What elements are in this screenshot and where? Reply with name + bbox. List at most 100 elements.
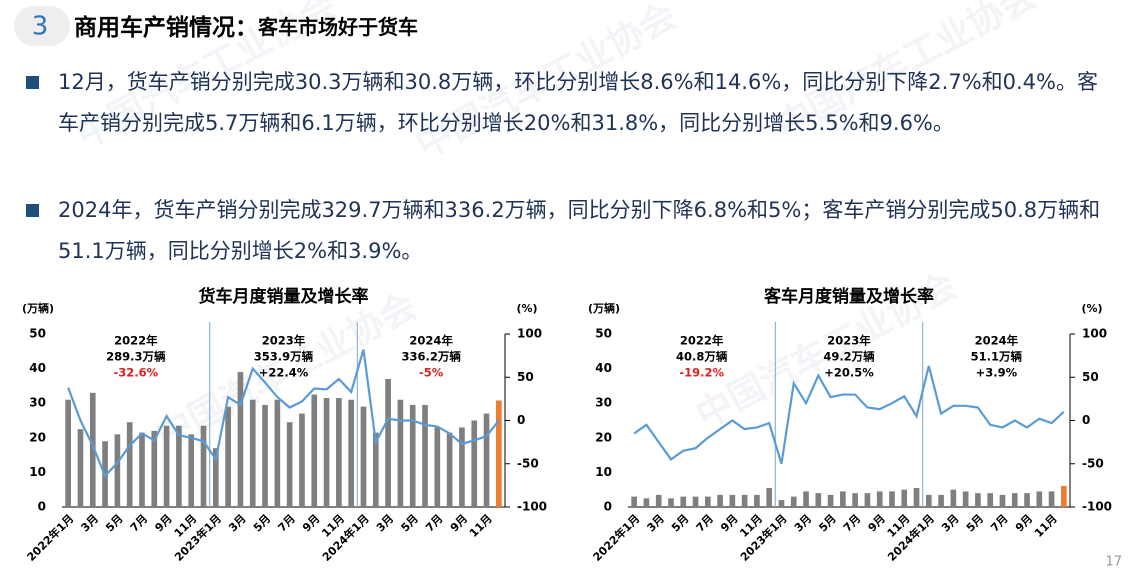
- y2-tick-label: 0: [1082, 413, 1090, 427]
- bar: [446, 432, 453, 507]
- annotation-total: 336.2万辆: [401, 350, 461, 364]
- y-tick-label: 20: [29, 430, 46, 444]
- bar: [741, 494, 748, 507]
- bar: [655, 494, 662, 507]
- bar: [975, 493, 981, 507]
- bar: [151, 430, 158, 507]
- section-number: 3: [32, 12, 49, 42]
- x-tick-label: 3月: [792, 512, 814, 534]
- bar: [385, 378, 391, 507]
- y-tick-label: 50: [595, 327, 612, 341]
- x-tick-label: 5月: [669, 512, 691, 534]
- bullet: 2024年，货车产销分别完成329.7万辆和336.2万辆，同比分别下降6.8%…: [26, 190, 1108, 272]
- bar: [766, 487, 773, 507]
- y2-tick-label: 100: [517, 327, 542, 341]
- bar: [89, 392, 96, 507]
- bar: [77, 429, 84, 507]
- bar: [372, 432, 379, 507]
- y2-tick-label: 50: [517, 370, 534, 384]
- bar: [434, 427, 441, 507]
- x-tick-label: 3月: [645, 512, 667, 534]
- y-tick-label: 10: [595, 465, 612, 479]
- bar: [348, 399, 355, 507]
- y-tick-label: 20: [595, 430, 612, 444]
- annotation-year: 2022年: [114, 334, 158, 348]
- x-tick-label: 11月: [467, 512, 495, 540]
- x-tick-label: 3月: [939, 512, 961, 534]
- x-tick-label: 5月: [816, 512, 838, 534]
- page-number: 17: [1105, 555, 1122, 570]
- x-tick-label: 2022年1月: [24, 511, 77, 564]
- annotation-growth: -19.2%: [679, 366, 724, 380]
- bar: [163, 425, 170, 507]
- bar: [212, 448, 219, 507]
- bar: [237, 372, 244, 507]
- bar: [790, 496, 797, 507]
- bar: [815, 493, 822, 507]
- bar: [225, 406, 231, 507]
- bar: [65, 399, 71, 507]
- y-tick-label: 50: [29, 327, 46, 341]
- x-tick-label: 7月: [128, 512, 150, 534]
- bar: [938, 494, 944, 507]
- annotation-year: 2023年: [262, 334, 306, 348]
- bar: [999, 494, 1006, 507]
- growth-line: [633, 365, 1065, 465]
- y-tick-label: 30: [595, 396, 612, 410]
- annotation-growth: -32.6%: [113, 366, 158, 380]
- y2-tick-label: 50: [1082, 370, 1099, 384]
- y2-tick-label: -50: [517, 456, 539, 470]
- annotation-year: 2024年: [409, 334, 453, 348]
- chart-title: 客车月度销量及增长率: [763, 286, 934, 307]
- x-tick-label: 3月: [374, 512, 396, 534]
- bar: [876, 491, 883, 507]
- bar: [311, 394, 318, 507]
- y-tick-label: 30: [29, 396, 46, 410]
- title-main: 商用车产销情况：: [74, 14, 258, 41]
- y-tick-label: 10: [29, 465, 46, 479]
- chart-title: 货车月度销量及增长率: [199, 286, 369, 307]
- annotation-growth: +22.4%: [259, 366, 309, 380]
- annotation-total: 49.2万辆: [823, 350, 875, 364]
- x-tick-label: 7月: [423, 512, 445, 534]
- bullet-square: [26, 76, 39, 89]
- bar: [409, 404, 416, 507]
- bar: [717, 494, 723, 507]
- bar: [1048, 491, 1055, 507]
- y2-tick-label: -50: [1082, 456, 1104, 470]
- bar: [139, 432, 145, 507]
- annotation-growth: +20.5%: [824, 366, 874, 380]
- slide-title: 商用车产销情况：客车市场好于货车: [74, 14, 418, 41]
- x-tick-label: 11月: [1032, 512, 1060, 540]
- bar: [803, 491, 809, 507]
- bar: [126, 422, 133, 507]
- annotation-year: 2024年: [975, 334, 1019, 348]
- y2-tick-label: 100: [1082, 327, 1107, 341]
- y2-tick-label: 0: [517, 413, 525, 427]
- bar: [643, 498, 650, 507]
- number-badge: [14, 6, 70, 46]
- bar: [1024, 493, 1030, 507]
- x-tick-label: 5月: [399, 512, 421, 534]
- bar: [1036, 491, 1043, 507]
- bar: [680, 496, 687, 507]
- bar: [200, 425, 207, 507]
- y-tick-label: 40: [595, 361, 612, 375]
- bar: [704, 496, 711, 507]
- x-tick-label: 7月: [694, 512, 716, 534]
- bar: [459, 427, 465, 507]
- annotation-total: 51.1万辆: [971, 350, 1023, 364]
- annotation-total: 353.9万辆: [254, 350, 314, 364]
- bar: [1061, 485, 1067, 507]
- annotation-growth: +3.9%: [976, 366, 1018, 380]
- bar: [692, 496, 699, 507]
- bar: [496, 400, 502, 507]
- bar: [864, 493, 871, 507]
- bullet-text: 12月，货车产销分别完成30.3万辆和30.8万辆，环比分别增长8.6%和14.…: [58, 70, 1098, 135]
- bar: [262, 404, 268, 507]
- y-axis-label: (万辆): [22, 301, 54, 315]
- bar: [925, 494, 932, 507]
- bar: [397, 399, 404, 507]
